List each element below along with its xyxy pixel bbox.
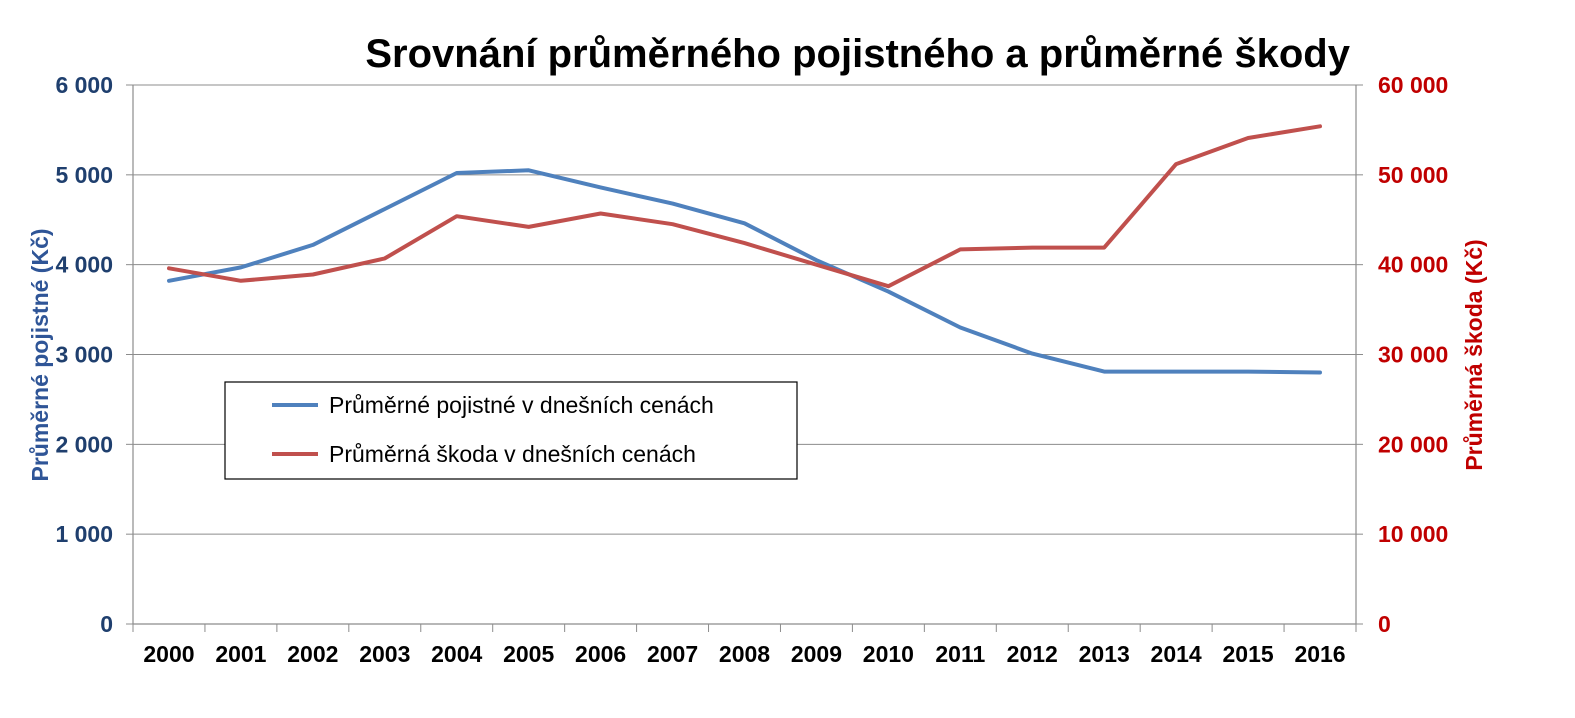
legend-label-damage: Průměrná škoda v dnešních cenách — [329, 441, 696, 467]
left-tick-label: 3 000 — [55, 342, 113, 368]
tick-labels: 0 1 000 2 000 3 000 4 000 5 000 6 000 0 10 000 20… — [55, 72, 1448, 667]
x-tick-label: 2007 — [647, 641, 698, 667]
right-tick-label: 10 000 — [1378, 521, 1448, 547]
left-axis-label: Průměrné pojistné (Kč) — [27, 228, 53, 481]
right-axis-label: Průměrná škoda (Kč) — [1461, 239, 1487, 470]
left-tick-label: 2 000 — [55, 431, 113, 457]
left-tick-label: 1 000 — [55, 521, 113, 547]
x-tick-label: 2010 — [863, 641, 914, 667]
x-tick-label: 2002 — [287, 641, 338, 667]
right-tick-label: 40 000 — [1378, 252, 1448, 278]
series-lines — [167, 124, 1322, 375]
x-tick-label: 2012 — [1007, 641, 1058, 667]
right-tick-label: 0 — [1378, 611, 1391, 637]
x-tick-label: 2014 — [1151, 641, 1202, 667]
x-tick-label: 2015 — [1223, 641, 1274, 667]
x-tick-label: 2013 — [1079, 641, 1130, 667]
right-tick-label: 60 000 — [1378, 72, 1448, 98]
series-line-damage — [167, 124, 1322, 289]
left-tick-label: 6 000 — [55, 72, 113, 98]
legend-box — [224, 381, 798, 480]
right-tick-label: 50 000 — [1378, 162, 1448, 188]
series-line-premium — [167, 168, 1322, 375]
x-tick-label: 2005 — [503, 641, 554, 667]
x-tick-label: 2009 — [791, 641, 842, 667]
x-tick-label: 2000 — [143, 641, 194, 667]
x-tick-label: 2016 — [1294, 641, 1345, 667]
legend: Průměrné pojistné v dnešních cenách Prům… — [224, 381, 798, 480]
left-tick-label: 4 000 — [55, 252, 113, 278]
x-tick-label: 2006 — [575, 641, 626, 667]
x-tick-label: 2001 — [215, 641, 266, 667]
x-tick-label: 2004 — [431, 641, 482, 667]
axes — [126, 84, 1363, 632]
x-tick-label: 2003 — [359, 641, 410, 667]
right-tick-label: 30 000 — [1378, 342, 1448, 368]
right-tick-label: 20 000 — [1378, 431, 1448, 457]
left-tick-label: 5 000 — [55, 162, 113, 188]
left-tick-label: 0 — [100, 611, 113, 637]
chart-title: Srovnání průměrného pojistného a průměrn… — [365, 32, 1350, 76]
legend-label-premium: Průměrné pojistné v dnešních cenách — [329, 392, 714, 418]
x-tick-label: 2011 — [935, 641, 985, 667]
x-tick-label: 2008 — [719, 641, 770, 667]
